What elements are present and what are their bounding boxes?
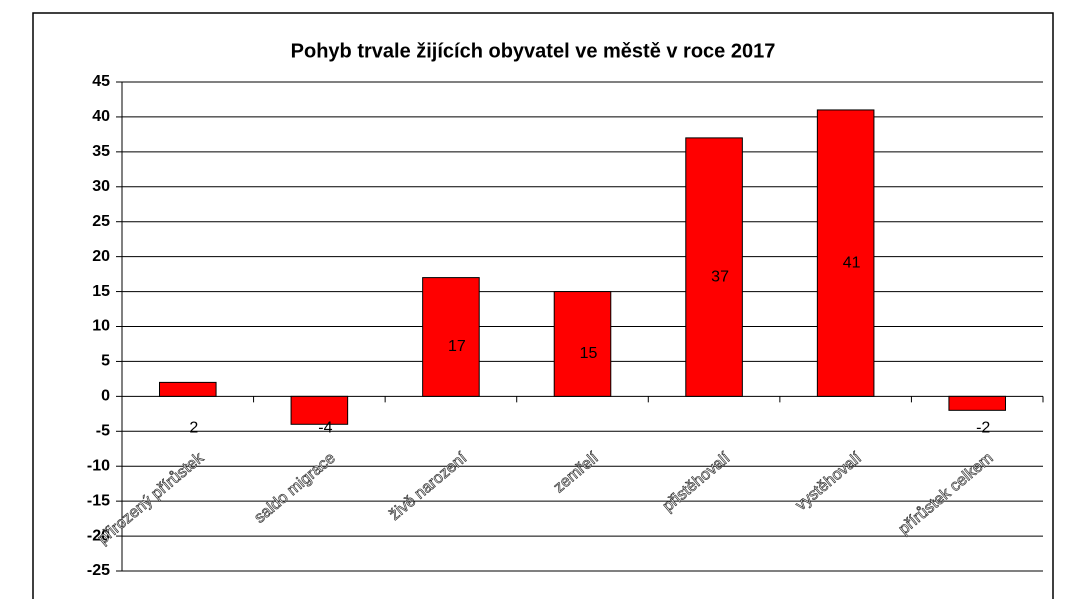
y-tick-label: 10 bbox=[92, 318, 110, 335]
y-tick-label: 0 bbox=[101, 388, 110, 405]
y-tick-label: -15 bbox=[87, 492, 110, 509]
value-label: -2 bbox=[976, 420, 990, 437]
bar bbox=[553, 291, 612, 397]
y-tick-label: 25 bbox=[92, 213, 110, 230]
y-tick-label: 5 bbox=[101, 353, 110, 370]
bar bbox=[685, 137, 743, 397]
y-tick-label: -25 bbox=[87, 562, 110, 579]
y-tick-label: 35 bbox=[92, 143, 110, 160]
value-label: 41 bbox=[843, 254, 861, 271]
value-label: 37 bbox=[711, 268, 729, 285]
y-tick-label: -20 bbox=[87, 527, 110, 544]
value-label: 2 bbox=[189, 420, 198, 437]
y-tick-label: 15 bbox=[92, 283, 110, 300]
chart-title: Pohyb trvale žijících obyvatel ve městě … bbox=[291, 40, 776, 62]
bar bbox=[816, 109, 875, 397]
y-tick-label: -10 bbox=[87, 457, 110, 474]
bar bbox=[422, 277, 480, 397]
y-tick-label: 40 bbox=[92, 108, 110, 125]
chart-border bbox=[32, 12, 1054, 599]
bar bbox=[948, 395, 1007, 411]
y-tick-label: -5 bbox=[96, 423, 110, 440]
value-label: 17 bbox=[448, 338, 466, 355]
bar bbox=[290, 395, 349, 425]
y-tick-label: 45 bbox=[92, 73, 110, 90]
y-tick-label: 30 bbox=[92, 178, 110, 195]
y-tick-label: 20 bbox=[92, 248, 110, 265]
value-label: 15 bbox=[580, 345, 598, 362]
bar bbox=[158, 381, 217, 397]
value-label: -4 bbox=[318, 420, 332, 437]
